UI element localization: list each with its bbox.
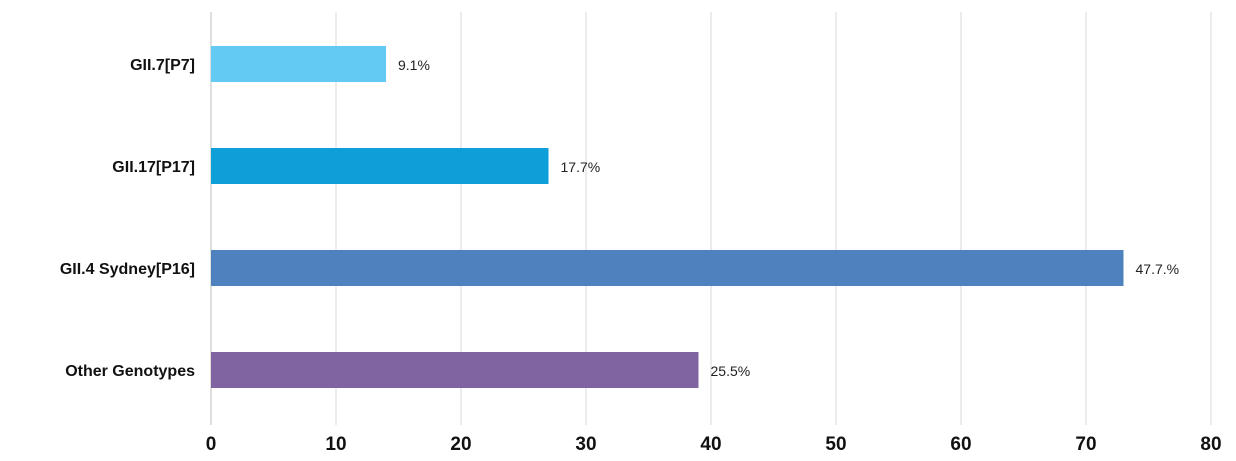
bar-gii-7-p7: [211, 46, 386, 82]
category-label: Other Genotypes: [65, 363, 195, 380]
grid-lines: [335, 12, 1212, 425]
bar-gii-17-p17: [211, 148, 549, 184]
category-label: GII.4 Sydney[P16]: [60, 261, 195, 278]
x-tick-label-20: 20: [450, 434, 471, 455]
category-labels: GII.7[P7] GII.17[P17] GII.4 Sydney[P16] Oth…: [60, 57, 195, 380]
bar-gii-4-sydney-p16: [211, 250, 1124, 286]
x-tick-label-60: 60: [950, 434, 971, 455]
bar-other-genotypes: [211, 352, 699, 388]
x-tick-label-50: 50: [825, 434, 846, 455]
data-label: 47.7.%: [1136, 261, 1180, 277]
x-tick-label-80: 80: [1200, 434, 1221, 455]
bars: [211, 46, 1124, 388]
data-labels: 9.1% 17.7% 47.7.% 25.5%: [398, 57, 1179, 379]
category-label: GII.17[P17]: [112, 159, 195, 176]
data-label: 25.5%: [711, 363, 751, 379]
x-tick-label-0: 0: [206, 434, 217, 455]
x-tick-label-10: 10: [325, 434, 346, 455]
x-tick-label-40: 40: [700, 434, 721, 455]
x-tick-label-70: 70: [1075, 434, 1096, 455]
data-label: 9.1%: [398, 57, 430, 73]
x-axis-tick-labels: 0 10 20 30 40 50 60 70 80: [206, 434, 1222, 455]
x-tick-label-30: 30: [575, 434, 596, 455]
data-label: 17.7%: [561, 159, 601, 175]
category-label: GII.7[P7]: [130, 57, 195, 74]
